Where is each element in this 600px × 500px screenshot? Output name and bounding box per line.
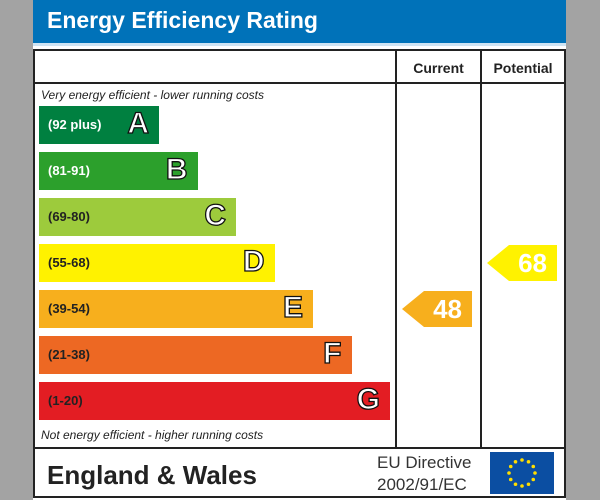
eu-star	[526, 482, 531, 487]
chart-title: Energy Efficiency Rating	[47, 7, 318, 33]
eu-star	[520, 458, 524, 462]
band-bar-f: (21-38) F	[39, 336, 352, 374]
eu-directive-line2: 2002/91/EC	[377, 475, 467, 494]
eu-star	[507, 471, 511, 475]
column-divider	[395, 51, 397, 449]
current-rating-value: 48	[433, 294, 462, 324]
eu-star	[520, 484, 524, 488]
eu-star	[531, 464, 536, 469]
country-label: England & Wales	[47, 460, 257, 490]
header-divider	[35, 82, 564, 84]
footer-divider	[35, 447, 564, 449]
potential-rating-arrow: 68	[487, 245, 557, 281]
rating-table: Current Potential Very energy efficient …	[33, 49, 566, 498]
band-bar-e: (39-54) E	[39, 290, 313, 328]
potential-column-header: Potential	[493, 60, 553, 76]
current-column-header: Current	[413, 60, 464, 76]
column-divider	[480, 51, 482, 449]
band-bar-a: (92 plus) A	[39, 106, 159, 144]
band-letter: E	[282, 290, 303, 324]
band-range: (21-38)	[48, 347, 90, 362]
eu-star	[531, 477, 536, 482]
band-range: (55-68)	[48, 255, 90, 270]
band-letter: F	[323, 336, 343, 370]
eu-flag-icon	[490, 452, 554, 494]
band-bar-d: (55-68) D	[39, 244, 275, 282]
epc-panel: Energy Efficiency Rating Current Potenti…	[33, 0, 566, 500]
current-rating-arrow: 48	[402, 291, 472, 327]
band-letter: D	[242, 244, 265, 278]
eu-star	[513, 459, 518, 464]
band-range: (92 plus)	[48, 117, 102, 132]
eu-star	[508, 464, 513, 469]
band-letter: A	[127, 106, 150, 140]
header-bar: Energy Efficiency Rating	[33, 0, 566, 46]
potential-rating-value: 68	[518, 248, 547, 278]
eu-star	[526, 459, 531, 464]
band-range: (81-91)	[48, 163, 90, 178]
eu-directive-line1: EU Directive	[377, 453, 472, 472]
eu-star	[513, 482, 518, 487]
band-bar-c: (69-80) C	[39, 198, 236, 236]
band-letter: C	[204, 198, 227, 232]
band-range: (69-80)	[48, 209, 90, 224]
eu-star	[508, 477, 513, 482]
band-range: (1-20)	[48, 393, 83, 408]
band-letter: G	[356, 382, 381, 416]
top-note: Very energy efficient - lower running co…	[41, 88, 264, 102]
band-range: (39-54)	[48, 301, 90, 316]
bottom-note: Not energy efficient - higher running co…	[41, 428, 264, 442]
band-letter: B	[165, 152, 188, 186]
band-bar-g: (1-20) G	[39, 382, 390, 420]
band-bar-b: (81-91) B	[39, 152, 198, 190]
eu-star	[533, 471, 537, 475]
